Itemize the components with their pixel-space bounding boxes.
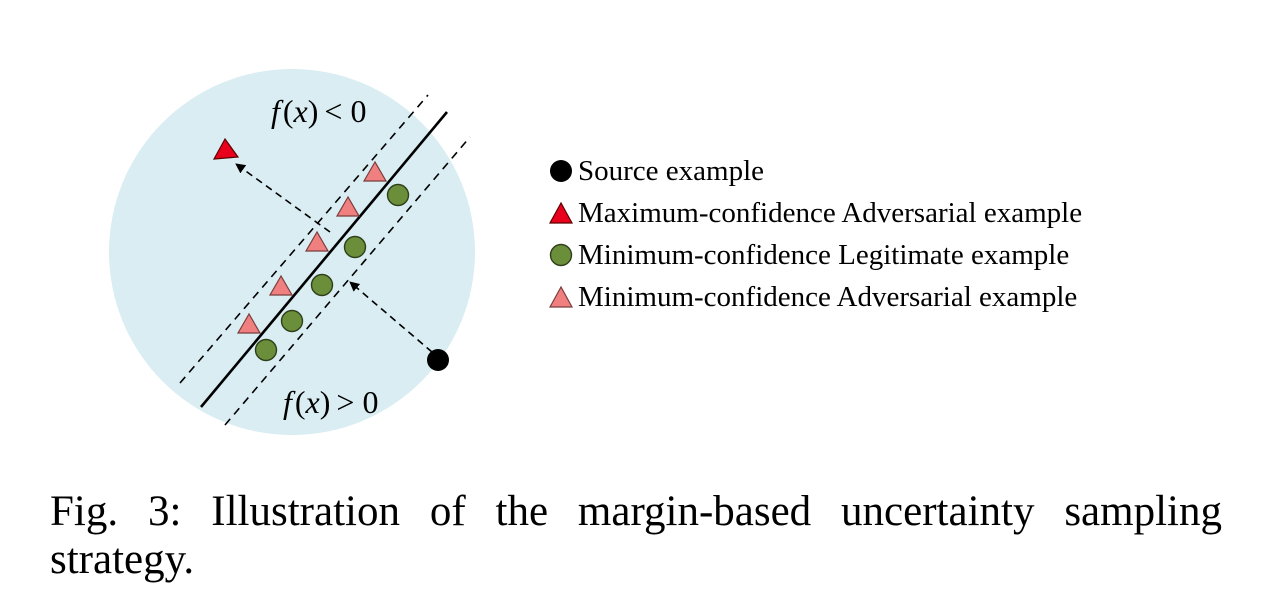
lower-region-label: f(x) > 0 <box>283 384 378 420</box>
figure-caption: Fig. 3: Illustration of the margin-based… <box>50 488 1222 584</box>
min-confidence-adversarial-marker <box>268 274 294 296</box>
max-confidence-adversarial-marker <box>212 137 240 160</box>
min-confidence-adversarial-marker <box>362 160 388 182</box>
legend-label: Maximum-confidence Adversarial example <box>578 196 1083 229</box>
min-confidence-adversarial-marker <box>304 230 330 252</box>
min-confidence-adversarial-marker <box>236 312 262 334</box>
red-triangle-icon <box>548 201 574 224</box>
black-circle-icon <box>550 160 572 182</box>
upper-margin-line <box>179 94 429 384</box>
decision-boundary-line <box>200 111 448 408</box>
legend-item-min-adversarial: Minimum-confidence Adversarial example <box>548 276 1082 318</box>
boundary-to-max-adversarial-arrow <box>235 163 331 233</box>
source-to-boundary-arrow <box>349 281 433 353</box>
source-example-marker <box>427 349 449 371</box>
min-confidence-legitimate-marker <box>310 273 334 297</box>
legend-item-source: Source example <box>548 150 1082 192</box>
green-circle-icon <box>549 243 573 267</box>
diagram-canvas: f(x) < 0 f(x) > 0 <box>109 69 475 435</box>
min-confidence-legitimate-marker <box>254 338 278 362</box>
legend-item-min-legitimate: Minimum-confidence Legitimate example <box>548 234 1082 276</box>
legend-label: Minimum-confidence Legitimate example <box>578 238 1070 271</box>
upper-region-label: f(x) < 0 <box>271 93 366 129</box>
legend-label: Minimum-confidence Adversarial example <box>578 280 1078 313</box>
min-confidence-adversarial-marker <box>335 195 361 217</box>
legend-item-max-adversarial: Maximum-confidence Adversarial example <box>548 192 1082 234</box>
min-confidence-legitimate-marker <box>386 183 410 207</box>
pink-triangle-icon <box>548 285 574 308</box>
lower-margin-line <box>224 136 471 426</box>
legend-label: Source example <box>578 154 765 187</box>
min-confidence-legitimate-marker <box>280 309 304 333</box>
min-confidence-legitimate-marker <box>343 235 367 259</box>
legend: Source example Maximum-confidence Advers… <box>548 150 1082 318</box>
